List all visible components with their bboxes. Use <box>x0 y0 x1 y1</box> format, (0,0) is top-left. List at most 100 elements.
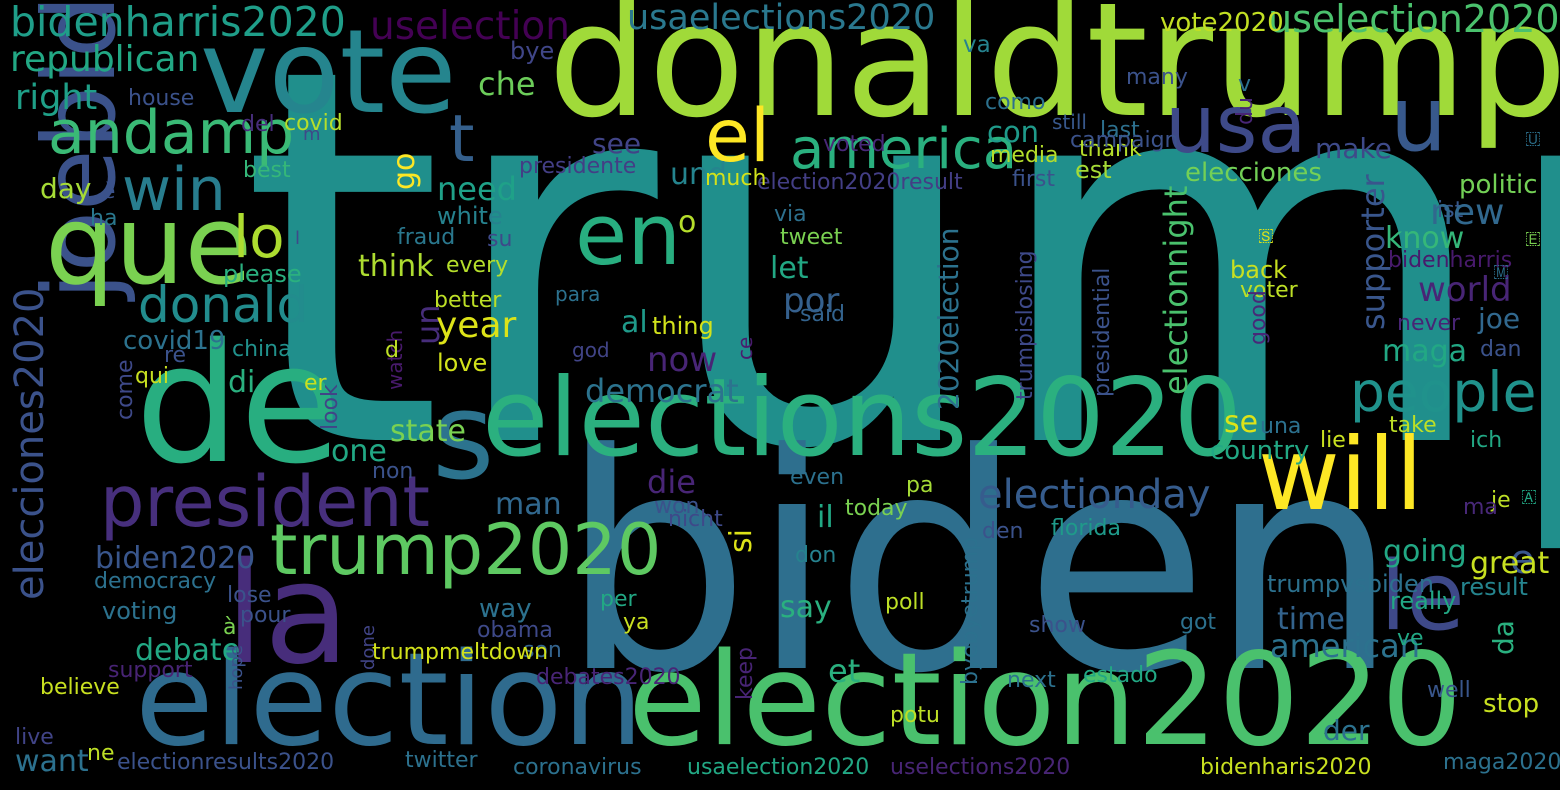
cloud-word: right <box>15 78 98 118</box>
cloud-word: time <box>1277 602 1345 637</box>
cloud-word: biden <box>560 390 1399 739</box>
cloud-word: como <box>985 90 1046 115</box>
cloud-word: andamp <box>48 98 295 168</box>
cloud-word: 2020election <box>932 227 965 410</box>
cloud-word: per <box>600 587 637 612</box>
cloud-word: trumpmeltdown <box>372 640 549 665</box>
cloud-word: last <box>1100 118 1140 143</box>
cloud-word: florida <box>1051 516 1121 541</box>
cloud-word: world <box>1418 270 1512 310</box>
cloud-word: si <box>724 529 759 553</box>
cloud-word: believe <box>40 675 120 700</box>
cloud-word: show <box>1029 613 1086 638</box>
cloud-word: la <box>225 533 350 696</box>
cloud-word: je <box>1491 488 1511 513</box>
cloud-word: da <box>1487 620 1520 655</box>
cloud-word: su <box>487 227 513 252</box>
cloud-word: di <box>228 365 256 400</box>
cloud-word: win <box>122 155 226 225</box>
cloud-word: den <box>982 519 1024 544</box>
cloud-word: re <box>164 343 187 368</box>
cloud-word: politic <box>1459 170 1538 200</box>
cloud-word: 🇲 <box>1493 261 1509 282</box>
cloud-word: à <box>223 615 237 640</box>
cloud-word: democracy <box>94 569 217 594</box>
cloud-word: coronavirus <box>513 755 642 780</box>
cloud-word: going <box>1383 534 1467 569</box>
cloud-word: se <box>1224 405 1259 440</box>
cloud-word: con <box>987 115 1040 149</box>
cloud-word: voter <box>1240 278 1298 303</box>
cloud-word: republican <box>10 39 200 80</box>
cloud-word: supporter <box>1354 174 1392 330</box>
cloud-word: one <box>331 434 387 469</box>
cloud-word: elections2020 <box>482 356 1243 481</box>
cloud-word: o <box>678 205 697 240</box>
cloud-word: de <box>135 308 342 500</box>
cloud-word: ich <box>1470 428 1503 453</box>
cloud-word: state <box>390 414 466 449</box>
cloud-word: maga2020 <box>1443 750 1560 775</box>
cloud-word: america <box>790 117 1018 182</box>
cloud-word: 🇪 <box>1525 228 1541 249</box>
cloud-word: first <box>1012 167 1055 192</box>
cloud-word: please <box>223 260 302 288</box>
cloud-word: bidenharis2020 <box>1200 755 1372 780</box>
cloud-word: keep <box>733 647 758 700</box>
cloud-word: need <box>437 170 517 208</box>
cloud-word: electionday <box>978 472 1211 518</box>
cloud-word: don <box>795 543 837 568</box>
cloud-word: really <box>1390 587 1457 615</box>
cloud-word: people <box>1350 360 1537 424</box>
cloud-word: thing <box>652 312 714 340</box>
cloud-word: tweet <box>780 225 843 250</box>
cloud-word: e <box>1510 537 1535 583</box>
cloud-word: media <box>990 143 1059 168</box>
cloud-word: back <box>1230 256 1288 284</box>
cloud-word: s <box>432 368 495 507</box>
cloud-word: obama <box>477 618 553 643</box>
cloud-word: pour <box>240 603 291 628</box>
cloud-word: bidenharris <box>1388 248 1513 273</box>
cloud-word: debate <box>135 633 241 668</box>
cloud-word: bye <box>510 37 555 65</box>
cloud-word: debates2020 <box>536 665 681 690</box>
cloud-word: pa <box>906 473 934 498</box>
cloud-word: see <box>592 127 642 160</box>
cloud-word: nicht <box>668 507 723 532</box>
cloud-word: think <box>358 249 434 284</box>
cloud-word: para <box>555 282 601 306</box>
cloud-word: won <box>654 494 700 519</box>
cloud-word: election <box>135 626 644 775</box>
cloud-word: support <box>108 658 193 683</box>
cloud-word: will <box>1258 416 1424 533</box>
cloud-word: et <box>828 652 861 690</box>
cloud-word: ne <box>87 741 115 766</box>
cloud-word: ha <box>90 206 118 231</box>
cloud-word: uselection2020 <box>1268 0 1560 41</box>
cloud-word: d <box>385 338 399 363</box>
cloud-word: presidential <box>1090 267 1115 397</box>
cloud-word: trumpvsbiden <box>1267 570 1434 598</box>
cloud-word: estado <box>1083 663 1158 688</box>
cloud-word: ve <box>1397 626 1424 651</box>
cloud-word: donaldtrump <box>548 0 1560 153</box>
cloud-word: joe <box>1478 302 1521 335</box>
cloud-word: lie <box>1320 428 1346 453</box>
cloud-word: election2020 <box>628 626 1463 775</box>
cloud-word: va <box>963 32 991 58</box>
cloud-word: still <box>1052 110 1087 134</box>
cloud-word: l <box>295 228 301 249</box>
cloud-word: next <box>1007 668 1056 693</box>
cloud-word: year <box>436 305 517 346</box>
cloud-word: son <box>523 638 562 663</box>
cloud-word: ma <box>1463 495 1498 520</box>
cloud-word: american <box>1270 627 1420 665</box>
cloud-word: è <box>103 179 116 203</box>
cloud-word: president <box>100 461 430 543</box>
cloud-word: say <box>780 590 832 625</box>
cloud-word: never <box>1397 311 1461 336</box>
cloud-word: day <box>40 172 92 205</box>
cloud-word: bidenharris2020 <box>10 0 346 46</box>
